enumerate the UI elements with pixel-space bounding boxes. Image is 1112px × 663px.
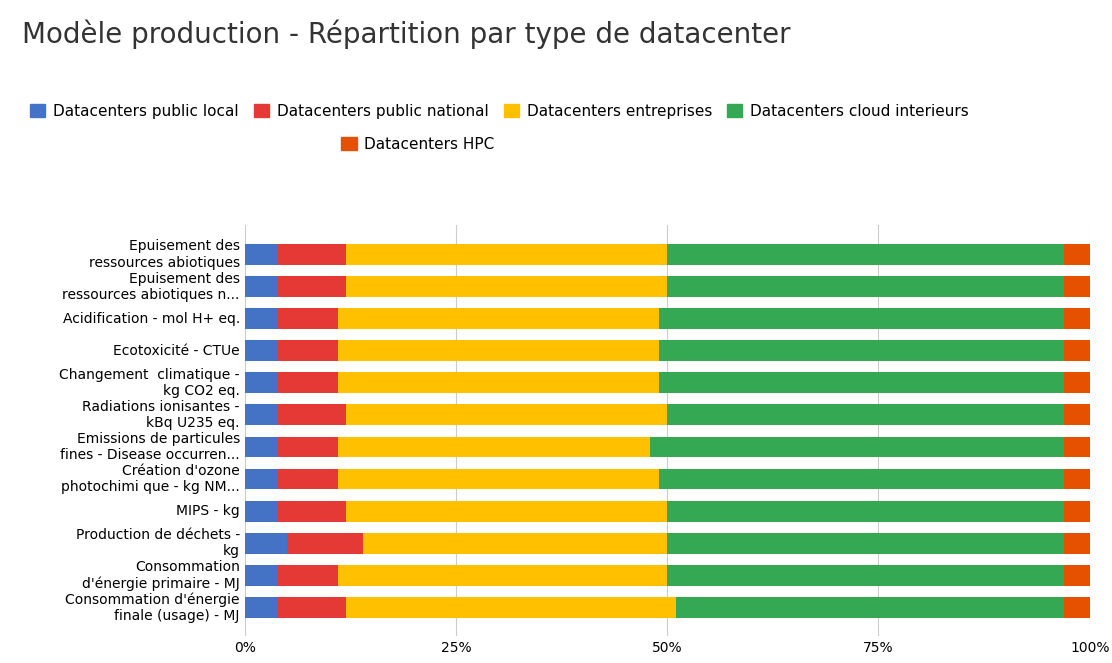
Bar [278, 565, 338, 585]
Legend: Datacenters HPC: Datacenters HPC [341, 137, 495, 152]
Bar [658, 469, 1064, 489]
Bar [346, 597, 676, 618]
Bar [651, 436, 1064, 457]
Bar [245, 436, 278, 457]
Bar [667, 276, 1064, 297]
Bar [245, 308, 278, 329]
Bar [1064, 244, 1090, 265]
Bar [667, 533, 1064, 554]
Bar [278, 244, 346, 265]
Bar [667, 404, 1064, 426]
Bar [658, 308, 1064, 329]
Bar [338, 373, 658, 393]
Bar [245, 597, 278, 618]
Bar [278, 276, 346, 297]
Bar [1064, 597, 1090, 618]
Bar [278, 404, 346, 426]
Legend: Datacenters public local, Datacenters public national, Datacenters entreprises, : Datacenters public local, Datacenters pu… [30, 104, 969, 119]
Bar [278, 308, 338, 329]
Bar [287, 533, 363, 554]
Bar [278, 373, 338, 393]
Bar [1064, 373, 1090, 393]
Bar [338, 308, 658, 329]
Bar [245, 276, 278, 297]
Bar [1064, 404, 1090, 426]
Bar [676, 597, 1064, 618]
Bar [338, 565, 667, 585]
Bar [278, 469, 338, 489]
Bar [1064, 436, 1090, 457]
Bar [1064, 340, 1090, 361]
Bar [1064, 565, 1090, 585]
Bar [245, 244, 278, 265]
Bar [338, 436, 651, 457]
Text: Modèle production - Répartition par type de datacenter: Modèle production - Répartition par type… [22, 20, 791, 49]
Bar [245, 565, 278, 585]
Bar [1064, 276, 1090, 297]
Bar [1064, 533, 1090, 554]
Bar [278, 501, 346, 522]
Bar [245, 404, 278, 426]
Bar [338, 469, 658, 489]
Bar [245, 469, 278, 489]
Bar [346, 501, 667, 522]
Bar [346, 404, 667, 426]
Bar [1064, 469, 1090, 489]
Bar [245, 533, 287, 554]
Bar [667, 565, 1064, 585]
Bar [245, 501, 278, 522]
Bar [278, 597, 346, 618]
Bar [363, 533, 667, 554]
Bar [1064, 501, 1090, 522]
Bar [278, 340, 338, 361]
Bar [1064, 308, 1090, 329]
Bar [658, 340, 1064, 361]
Bar [338, 340, 658, 361]
Bar [245, 373, 278, 393]
Bar [245, 340, 278, 361]
Bar [346, 244, 667, 265]
Bar [658, 373, 1064, 393]
Bar [667, 244, 1064, 265]
Bar [667, 501, 1064, 522]
Bar [278, 436, 338, 457]
Bar [346, 276, 667, 297]
